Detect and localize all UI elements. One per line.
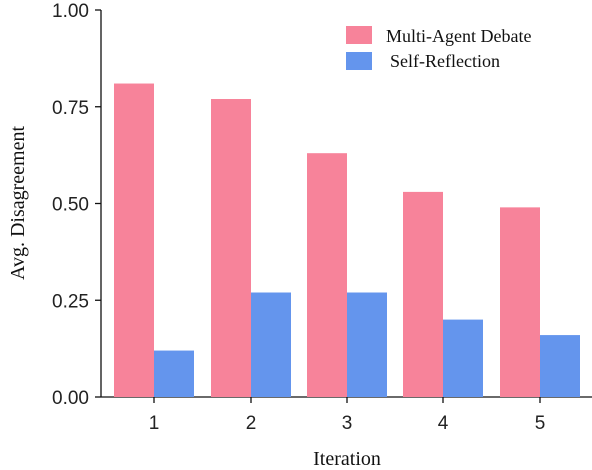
x-tick-label: 3	[342, 413, 353, 434]
y-tick-label: 0.25	[52, 291, 89, 312]
bar-multi-agent-debate-1	[114, 83, 154, 397]
y-tick-label: 0.50	[52, 195, 89, 216]
bar-multi-agent-debate-3	[307, 153, 347, 397]
x-axis-title: Iteration	[313, 448, 381, 470]
bar-self-reflection-1	[154, 350, 194, 397]
y-axis-title: Avg. Disagreement	[7, 126, 29, 280]
bar-self-reflection-3	[347, 292, 387, 397]
x-tick-label: 4	[438, 413, 449, 434]
bar-multi-agent-debate-2	[211, 99, 251, 397]
x-tick-label: 5	[535, 413, 546, 434]
legend: Multi-Agent Debate Self-Reflection	[346, 26, 531, 71]
y-tick-label: 0.00	[52, 388, 89, 409]
x-tick-label: 2	[246, 413, 257, 434]
bars	[114, 83, 580, 397]
x-ticks: 1 2 3 4 5	[149, 397, 546, 434]
bar-self-reflection-4	[443, 319, 483, 397]
legend-swatch-multi-agent-debate	[346, 26, 372, 44]
bar-multi-agent-debate-5	[500, 207, 540, 397]
bar-self-reflection-5	[540, 335, 580, 397]
y-tick-label: 1.00	[52, 1, 89, 22]
y-tick-label: 0.75	[52, 98, 89, 119]
legend-label-multi-agent-debate: Multi-Agent Debate	[386, 26, 531, 46]
x-tick-label: 1	[149, 413, 160, 434]
bar-multi-agent-debate-4	[403, 191, 443, 397]
legend-label-self-reflection: Self-Reflection	[390, 51, 500, 71]
legend-swatch-self-reflection	[346, 52, 372, 70]
bar-self-reflection-2	[251, 292, 291, 397]
y-ticks: 0.00 0.25 0.50 0.75 1.00	[52, 1, 101, 409]
